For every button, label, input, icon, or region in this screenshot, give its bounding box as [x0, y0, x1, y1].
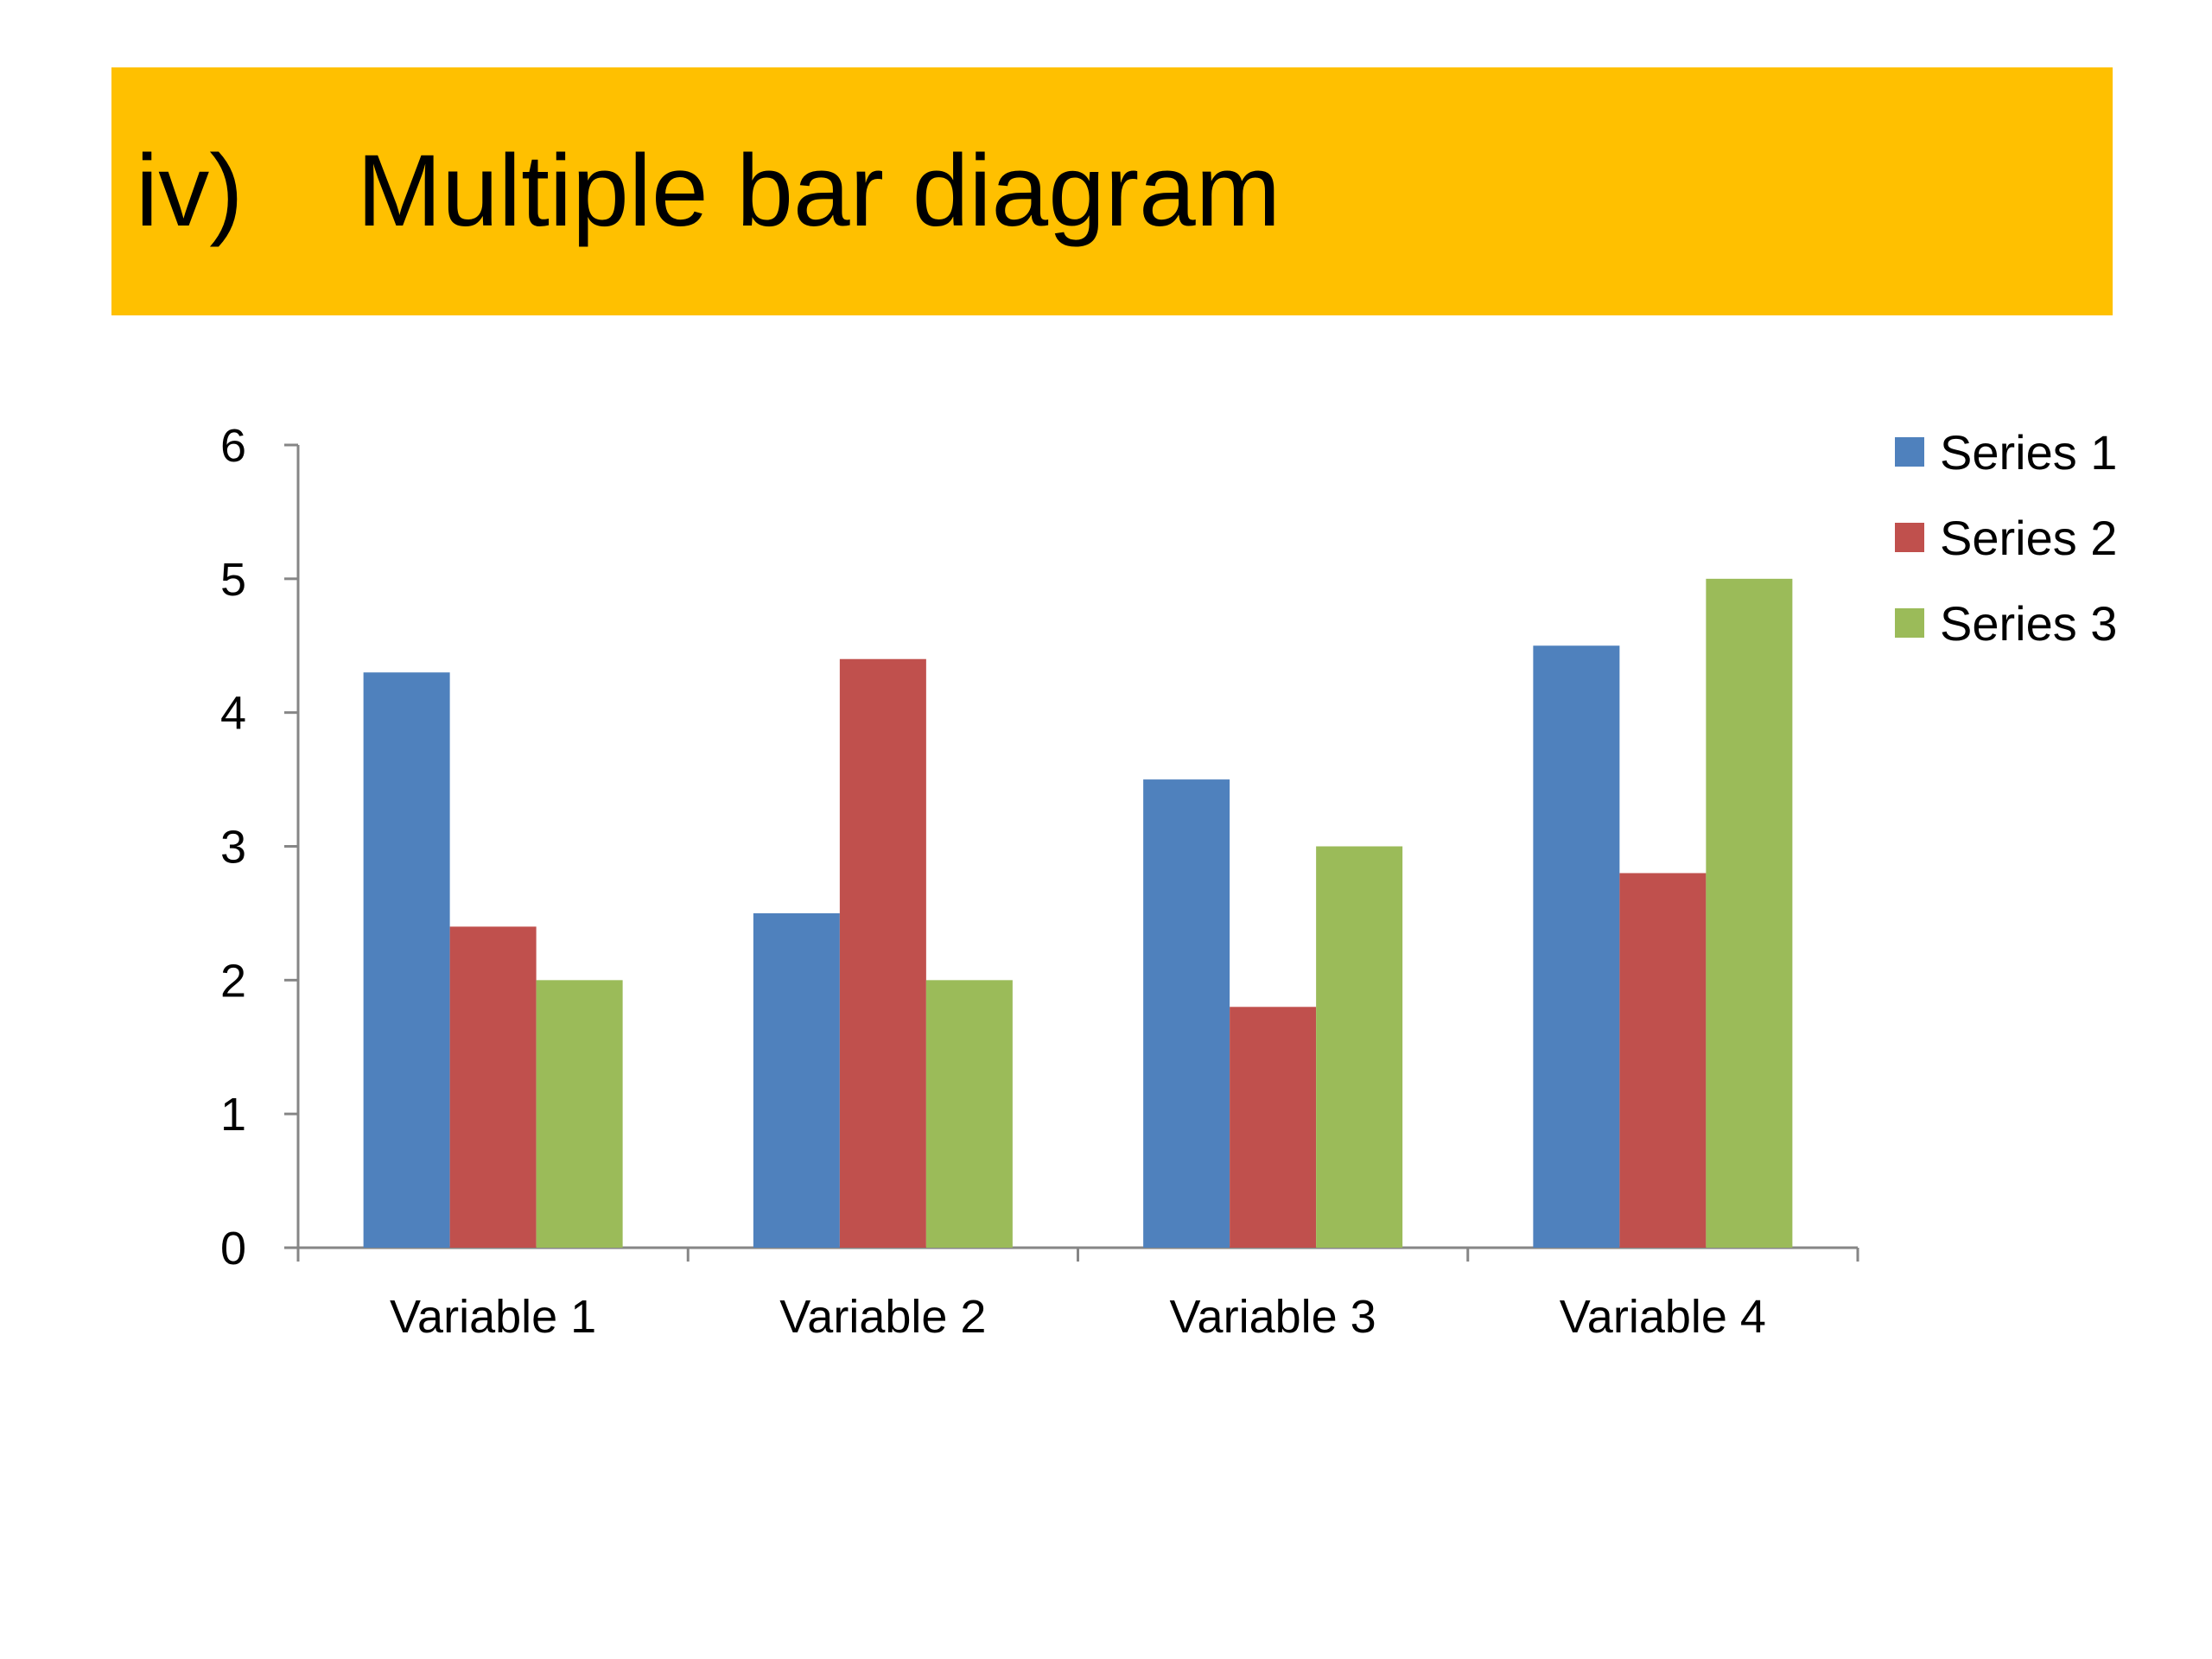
bar [1533, 645, 1620, 1248]
legend-swatch [1895, 437, 1924, 467]
x-tick-label: Variable 4 [1560, 1291, 1766, 1343]
y-tick-label: 3 [220, 822, 246, 874]
legend-label: Series 2 [1940, 511, 2117, 565]
y-tick-label: 5 [220, 554, 246, 606]
x-tick-label: Variable 2 [779, 1291, 986, 1343]
y-tick-label: 0 [220, 1223, 246, 1274]
x-tick-label: Variable 3 [1170, 1291, 1376, 1343]
bar [1230, 1007, 1317, 1248]
y-tick-label: 6 [220, 420, 246, 472]
bar [753, 912, 840, 1248]
bar [1619, 873, 1707, 1248]
bar [1143, 779, 1230, 1248]
legend-label: Series 1 [1940, 425, 2117, 480]
x-tick-label: Variable 1 [390, 1291, 596, 1343]
y-tick-label: 4 [220, 688, 246, 740]
legend-label: Series 3 [1940, 596, 2117, 651]
title-banner: iv) Multiple bar diagram [111, 67, 2113, 315]
y-tick-label: 2 [220, 955, 246, 1007]
legend-swatch [1895, 523, 1924, 552]
bar [363, 672, 450, 1248]
chart-legend: Series 1 Series 2 Series 3 [1895, 425, 2117, 651]
chart-tick-labels: 0 1 2 3 4 5 6 Variable 1 Variable 2 Variable 3 Var… [220, 420, 1766, 1343]
bar [839, 658, 926, 1248]
slide-title: Multiple bar diagram [357, 134, 1281, 248]
legend-swatch [1895, 608, 1924, 638]
slide-title-number: iv) [136, 134, 244, 248]
bar [536, 980, 623, 1248]
bar [1316, 846, 1403, 1248]
chart-bars [363, 578, 1793, 1248]
bar [925, 980, 1013, 1248]
bar [1706, 578, 1793, 1248]
y-tick-label: 1 [220, 1089, 246, 1141]
bar [449, 926, 537, 1248]
